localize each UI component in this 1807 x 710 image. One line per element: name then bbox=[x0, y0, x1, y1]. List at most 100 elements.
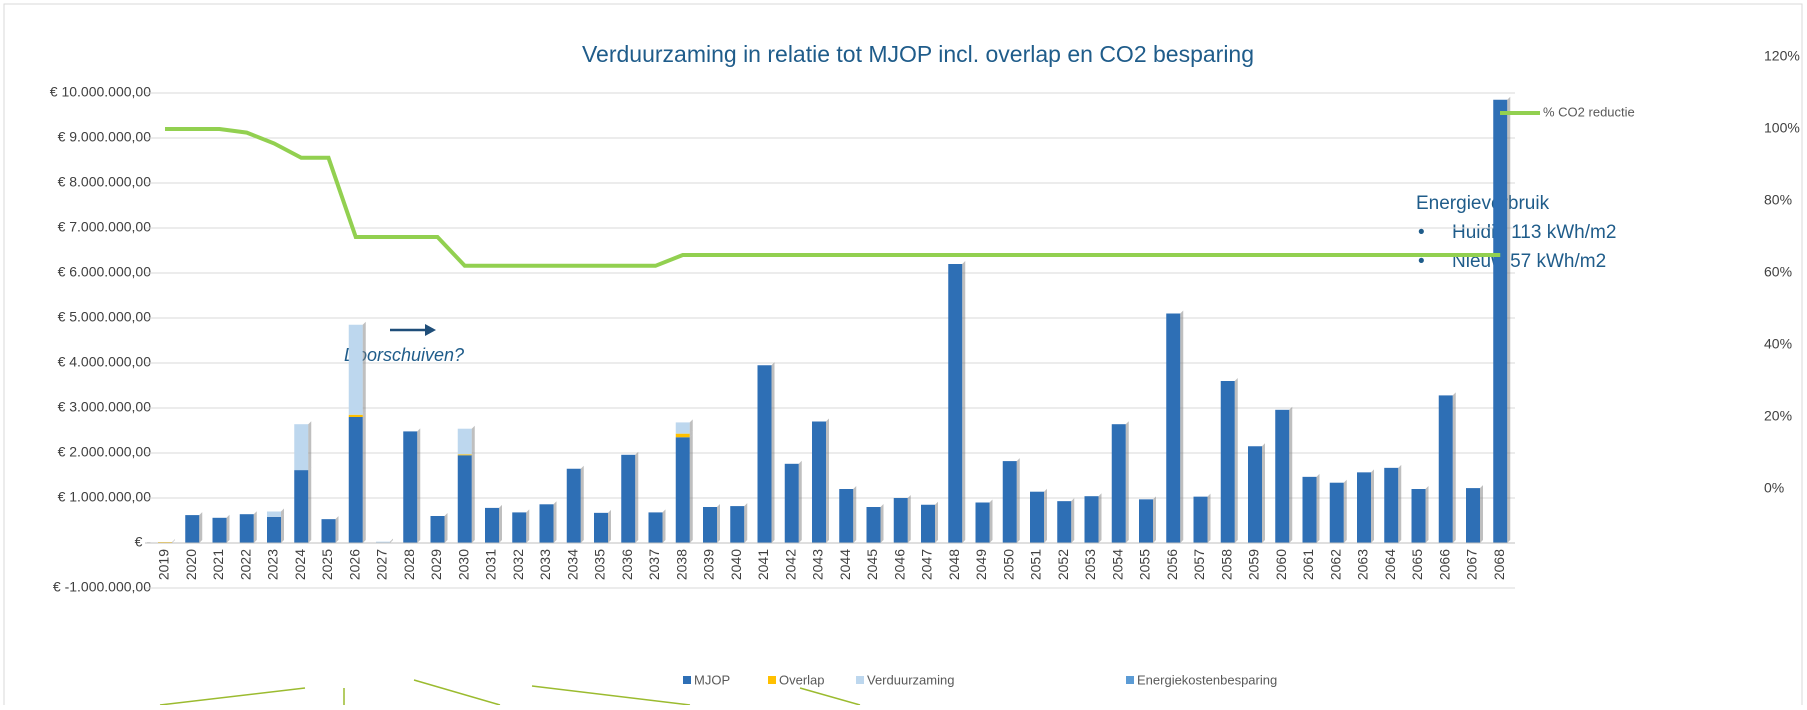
legend-label: Overlap bbox=[779, 672, 825, 687]
bar bbox=[1384, 467, 1399, 543]
bar bbox=[1166, 313, 1181, 543]
x-tick-label: 2054 bbox=[1109, 549, 1125, 580]
x-tick-label: 2030 bbox=[455, 549, 471, 580]
bar-side bbox=[935, 501, 938, 543]
bar-side bbox=[281, 513, 284, 543]
y-tick-label: € 3.000.000,00 bbox=[58, 399, 152, 415]
bar-side bbox=[390, 538, 393, 543]
bar bbox=[512, 512, 527, 543]
bar-side bbox=[335, 516, 339, 543]
bullet: • bbox=[1418, 222, 1425, 243]
bar bbox=[1030, 491, 1044, 543]
bar-side bbox=[308, 467, 312, 543]
x-tick-label: 2059 bbox=[1246, 549, 1262, 580]
bar bbox=[1193, 496, 1208, 543]
legend-swatch bbox=[856, 676, 864, 684]
annotation: Doorschuiven? bbox=[344, 345, 464, 365]
bar-side bbox=[1371, 469, 1374, 543]
bar-side bbox=[826, 418, 829, 543]
bar bbox=[975, 502, 990, 543]
bar-side bbox=[689, 430, 693, 438]
annotation: Huidig 113 kWh/m2 bbox=[1452, 222, 1616, 243]
bar-side bbox=[471, 452, 475, 543]
bar-side bbox=[553, 501, 557, 543]
x-tick-label: 2039 bbox=[701, 549, 717, 580]
x-tick-label: 2034 bbox=[564, 549, 580, 580]
y-tick-label: € 8.000.000,00 bbox=[58, 174, 152, 190]
x-tick-label: 2057 bbox=[1191, 549, 1207, 580]
y-tick-label: € 10.000.000,00 bbox=[50, 84, 151, 100]
x-tick-label: 2042 bbox=[782, 549, 798, 580]
x-tick-label: 2068 bbox=[1491, 549, 1507, 580]
legend-label: Energiekostenbesparing bbox=[1137, 672, 1277, 687]
legend-swatch bbox=[683, 676, 691, 684]
bar-side bbox=[744, 503, 748, 543]
bar-side bbox=[1180, 310, 1184, 543]
bar-side bbox=[798, 460, 802, 543]
bar-side bbox=[444, 513, 448, 543]
bar bbox=[566, 468, 581, 543]
bar bbox=[457, 455, 472, 543]
bar bbox=[784, 463, 799, 543]
bar bbox=[1084, 496, 1099, 543]
legend-label: % CO2 reductie bbox=[1543, 104, 1635, 119]
bar-side bbox=[362, 321, 366, 415]
x-tick-label: 2051 bbox=[1028, 549, 1044, 580]
chart-title: Verduurzaming in relatie tot MJOP incl. … bbox=[582, 41, 1254, 67]
bar bbox=[730, 506, 745, 543]
bar-side bbox=[253, 511, 257, 543]
bar-side bbox=[689, 419, 693, 434]
x-tick-label: 2049 bbox=[973, 549, 989, 580]
legend-swatch bbox=[768, 676, 776, 684]
x-tick-label: 2056 bbox=[1164, 549, 1180, 580]
y-tick-label: € 1.000.000,00 bbox=[58, 489, 152, 505]
bar-side bbox=[1153, 496, 1156, 543]
bar-side bbox=[471, 425, 475, 455]
x-tick-label: 2053 bbox=[1082, 549, 1098, 580]
y-tick-label: € 4.000.000,00 bbox=[58, 354, 152, 370]
bar-side bbox=[1262, 443, 1265, 543]
x-tick-label: 2023 bbox=[265, 549, 281, 580]
bar-side bbox=[880, 504, 884, 543]
bar-side bbox=[226, 514, 230, 543]
bar-side bbox=[172, 539, 175, 543]
x-tick-label: 2024 bbox=[292, 549, 308, 580]
bar-side bbox=[1207, 493, 1211, 543]
bar bbox=[430, 516, 445, 543]
x-tick-label: 2040 bbox=[728, 549, 744, 580]
bar bbox=[893, 498, 908, 543]
annotation: Energieverbruik bbox=[1416, 193, 1550, 214]
x-tick-label: 2035 bbox=[592, 549, 608, 580]
chart-border bbox=[3, 3, 1803, 710]
x-tick-label: 2031 bbox=[483, 549, 499, 580]
y2-tick-label: 120% bbox=[1764, 48, 1800, 64]
bar-side bbox=[1480, 485, 1483, 543]
x-tick-label: 2045 bbox=[864, 549, 880, 580]
bar bbox=[376, 541, 390, 543]
bar-side bbox=[499, 504, 502, 543]
bar-side bbox=[1098, 493, 1102, 543]
x-tick-label: 2046 bbox=[891, 549, 907, 580]
line bbox=[165, 127, 1501, 268]
bar bbox=[539, 504, 554, 543]
x-tick-label: 2021 bbox=[210, 549, 226, 580]
bar-side bbox=[1425, 486, 1429, 543]
bar bbox=[457, 428, 472, 455]
y2-tick-label: 0% bbox=[1764, 480, 1784, 496]
x-tick-label: 2047 bbox=[919, 549, 935, 580]
bar bbox=[948, 264, 963, 543]
y-tick-label: € -1.000.000,00 bbox=[53, 579, 151, 595]
bar bbox=[675, 422, 690, 434]
x-tick-label: 2061 bbox=[1300, 549, 1316, 580]
x-tick-label: 2043 bbox=[810, 549, 826, 580]
x-tick-label: 2058 bbox=[1218, 549, 1234, 580]
bar-side bbox=[717, 504, 720, 543]
bar-side bbox=[308, 421, 312, 471]
bar-side bbox=[1507, 96, 1511, 543]
bar bbox=[675, 433, 690, 438]
bar bbox=[621, 454, 636, 543]
bar bbox=[348, 414, 363, 417]
y2-tick-label: 60% bbox=[1764, 264, 1792, 280]
bar-side bbox=[281, 508, 284, 517]
bar bbox=[812, 421, 826, 543]
